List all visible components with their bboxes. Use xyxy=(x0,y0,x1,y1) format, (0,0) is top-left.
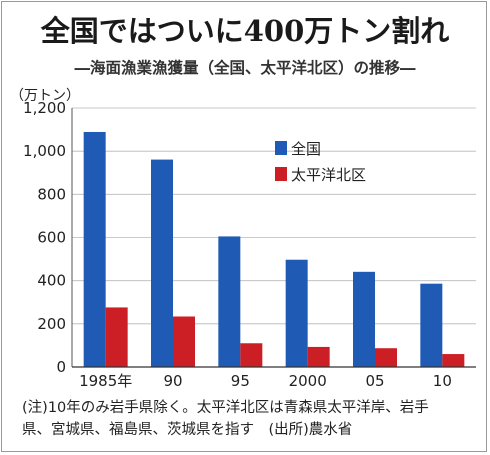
y-tick-label: 400 xyxy=(37,272,66,290)
bar-national-2 xyxy=(218,236,241,367)
bar-pacific-north-1 xyxy=(173,316,195,367)
y-tick-label: 0 xyxy=(56,358,66,376)
chart-title: 全国ではついに400万トン割れ xyxy=(40,14,450,48)
chart-subtitle: ―海面漁業漁獲量（全国、太平洋北区）の推移― xyxy=(74,59,416,77)
legend-swatch xyxy=(275,141,287,155)
y-tick-label: 800 xyxy=(37,185,66,203)
x-tick-label: 1985年 xyxy=(79,372,132,390)
y-tick-label: 1,000 xyxy=(23,142,66,160)
x-tick-label: 95 xyxy=(231,372,250,390)
legend-label: 太平洋北区 xyxy=(291,166,366,184)
footnote-line-2: 県、宮城県、福島県、茨城県を指す (出所)農水省 xyxy=(22,422,353,438)
legend-swatch xyxy=(275,167,287,181)
bar-pacific-north-4 xyxy=(375,348,397,367)
x-tick-label: 10 xyxy=(433,372,452,390)
bar-national-5 xyxy=(420,283,443,367)
y-tick-label: 1,200 xyxy=(23,99,66,117)
footnote-line-1: (注)10年のみ岩手県除く。太平洋北区は青森県太平洋岸、岩手 xyxy=(22,400,429,416)
bar-pacific-north-2 xyxy=(240,343,263,367)
bar-pacific-north-3 xyxy=(307,346,330,367)
bar-national-1 xyxy=(151,159,173,367)
bar-national-3 xyxy=(285,259,308,367)
x-tick-label: 90 xyxy=(163,372,182,390)
y-axis-unit-label: （万トン） xyxy=(10,88,80,104)
bar-pacific-north-5 xyxy=(442,354,465,367)
x-tick-label: 05 xyxy=(365,372,384,390)
bar-pacific-north-0 xyxy=(105,307,128,367)
chart-footnote: (注)10年のみ岩手県除く。太平洋北区は青森県太平洋岸、岩手 県、宮城県、福島県… xyxy=(22,397,482,441)
bar-national-4 xyxy=(353,271,375,367)
legend-label: 全国 xyxy=(291,140,321,158)
y-tick-label: 200 xyxy=(37,315,66,333)
x-tick-label: 2000 xyxy=(289,372,327,390)
y-tick-label: 600 xyxy=(37,229,66,247)
bar-national-0 xyxy=(83,131,106,367)
